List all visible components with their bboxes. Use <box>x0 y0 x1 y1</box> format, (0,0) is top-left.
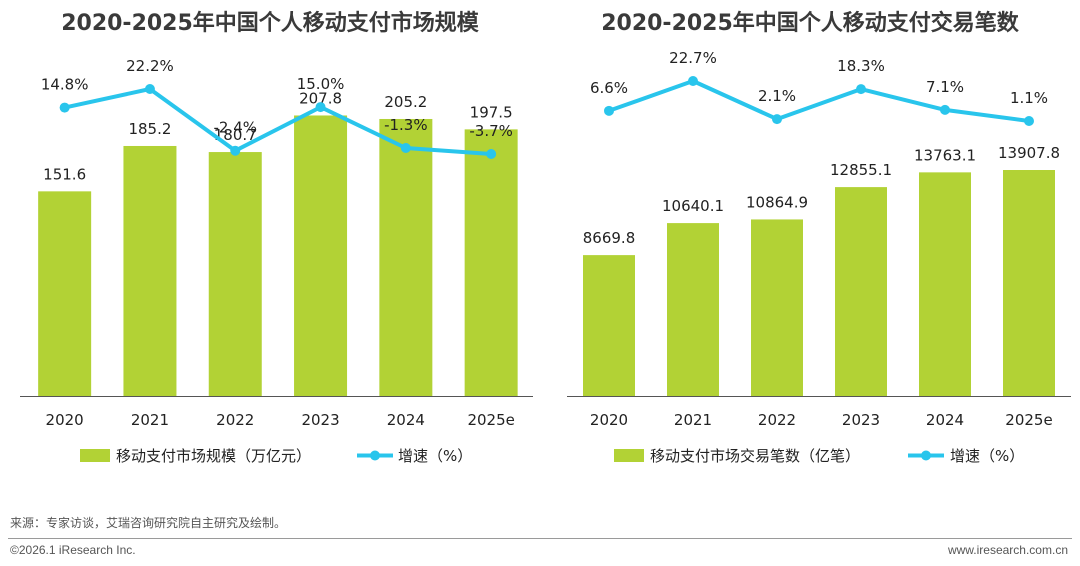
growth-point-2025e <box>1024 116 1034 126</box>
bar-2023 <box>835 187 887 396</box>
footer-divider <box>8 538 1072 539</box>
growth-point-2023 <box>856 84 866 95</box>
bar-2022 <box>751 219 803 396</box>
growth-point-2021 <box>144 84 155 94</box>
growth-value-label: 15.0% <box>297 75 345 93</box>
x-tick-label: 2024 <box>926 411 964 429</box>
bar-2025e <box>1003 170 1055 396</box>
x-tick-label: 2020 <box>46 411 84 429</box>
legend-bar-label: 移动支付市场交易笔数（亿笔） <box>650 447 860 465</box>
growth-rate-line <box>64 87 492 156</box>
bar-2025e <box>464 129 518 396</box>
growth-point-2024 <box>940 104 950 115</box>
market-size-chart: 2020-2025年中国个人移动支付市场规模 151.6 185.2 180.7 207… <box>0 0 540 500</box>
transaction-count-chart-svg: 2020-2025年中国个人移动支付交易笔数 8669.8 10640.1 10864… <box>567 10 1071 465</box>
bar-value-label: 180.7 <box>214 126 257 144</box>
bar-value-label: 13763.1 <box>914 146 976 164</box>
bar-value-label: 185.2 <box>128 120 171 138</box>
market-size-chart-svg: 2020-2025年中国个人移动支付市场规模 151.6 185.2 180.7 207… <box>20 10 533 465</box>
growth-value-label: 22.7% <box>669 49 717 67</box>
bar-value-label: 151.6 <box>43 165 86 183</box>
growth-value-label: 6.6% <box>590 79 628 97</box>
bar-2024 <box>919 172 971 396</box>
growth-value-label: -3.7% <box>469 122 513 140</box>
growth-point-2020 <box>604 105 614 116</box>
legend-bar-swatch <box>614 449 644 462</box>
bar-2021 <box>123 145 177 396</box>
growth-value-label: 2.1% <box>758 87 796 105</box>
bar-value-label: 13907.8 <box>998 144 1060 162</box>
x-tick-label: 2025e <box>1005 411 1052 429</box>
growth-rate-line <box>608 79 1030 123</box>
legend-bar-swatch <box>80 449 110 462</box>
bar-value-label: 12855.1 <box>830 161 892 179</box>
growth-value-label: 1.1% <box>1010 89 1048 107</box>
legend-line-marker <box>921 450 931 461</box>
growth-point-2021 <box>688 76 698 86</box>
copyright-text: ©2026.1 iResearch Inc. <box>10 543 136 557</box>
growth-point-2025e <box>486 149 497 159</box>
x-tick-label: 2020 <box>590 411 628 429</box>
bar-2020 <box>38 191 92 396</box>
x-tick-label: 2022 <box>216 411 254 429</box>
growth-value-label: 18.3% <box>837 57 885 75</box>
bar-2020 <box>583 255 635 396</box>
bar-value-label: 10640.1 <box>662 197 724 215</box>
source-note: 来源：专家访谈，艾瑞咨询研究院自主研究及绘制。 <box>10 516 287 530</box>
x-tick-label: 2023 <box>842 411 880 429</box>
growth-value-label: -2.4% <box>213 119 257 137</box>
bar-value-label: 205.2 <box>384 93 427 111</box>
website-link[interactable]: www.iresearch.com.cn <box>947 543 1068 557</box>
growth-value-label: 14.8% <box>41 76 89 94</box>
legend-line-label: 增速（%） <box>398 447 472 465</box>
growth-value-label: 22.2% <box>126 57 174 75</box>
bar-value-label: 207.8 <box>299 89 342 107</box>
growth-value-label: 7.1% <box>926 78 964 96</box>
bar-value-label: 8669.8 <box>583 229 636 247</box>
x-tick-label: 2025e <box>467 411 514 429</box>
chart-title: 2020-2025年中国个人移动支付市场规模 <box>61 10 480 36</box>
chart-title: 2020-2025年中国个人移动支付交易笔数 <box>601 10 1020 36</box>
transaction-count-chart: 2020-2025年中国个人移动支付交易笔数 8669.8 10640.1 10864… <box>540 0 1080 500</box>
bar-value-label: 10864.9 <box>746 193 808 211</box>
bar-2023 <box>294 115 348 396</box>
x-tick-label: 2021 <box>131 411 169 429</box>
bar-2022 <box>208 152 262 396</box>
bar-2021 <box>667 223 719 396</box>
growth-point-2020 <box>59 102 70 113</box>
x-tick-label: 2022 <box>758 411 796 429</box>
growth-point-2022 <box>772 114 782 125</box>
growth-point-2023 <box>315 102 326 113</box>
x-tick-label: 2024 <box>387 411 425 429</box>
x-tick-label: 2023 <box>301 411 339 429</box>
growth-point-2024 <box>400 142 411 153</box>
growth-value-label: -1.3% <box>384 116 428 134</box>
legend-bar-label: 移动支付市场规模（万亿元） <box>116 447 311 465</box>
x-tick-label: 2021 <box>674 411 712 429</box>
bar-2024 <box>379 118 433 396</box>
growth-point-2022 <box>230 145 241 156</box>
legend-line-label: 增速（%） <box>950 447 1024 465</box>
legend-line-marker <box>370 450 380 461</box>
bar-value-label: 197.5 <box>470 103 513 121</box>
